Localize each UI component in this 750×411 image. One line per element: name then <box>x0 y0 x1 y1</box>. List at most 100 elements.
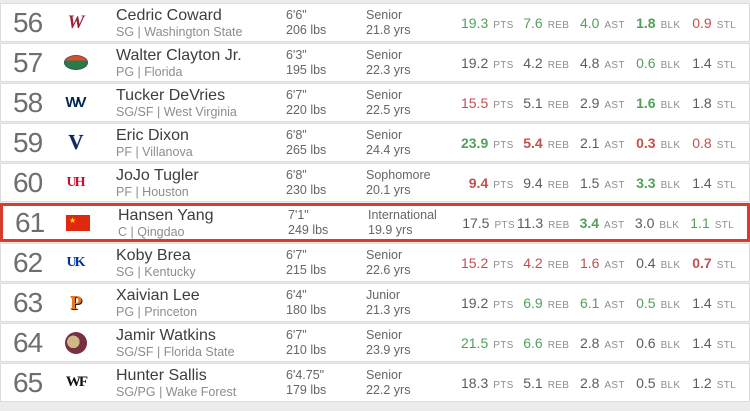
stat-reb: 9.4 REB <box>514 175 570 191</box>
stat-ast: 2.9 AST <box>569 95 625 111</box>
stat-reb-value: 6.9 <box>523 294 543 311</box>
stat-ast: 4.0 AST <box>569 15 625 31</box>
player-class: International <box>368 207 437 222</box>
player-name[interactable]: Tucker DeVries <box>116 86 226 104</box>
stat-reb-value: 4.2 <box>523 54 543 71</box>
stat-stl-label: STL <box>716 179 736 191</box>
stat-blk: 0.6 BLK <box>625 335 681 351</box>
stat-ast-value: 2.1 <box>579 134 600 151</box>
player-name[interactable]: Walter Clayton Jr. <box>116 46 242 64</box>
player-weight: 249 lbs <box>288 222 329 237</box>
stat-pts: 23.9 PTS <box>458 135 514 151</box>
player-weight: 180 lbs <box>286 302 327 317</box>
player-row[interactable]: 64 Jamir Watkins SG/SF | Florida State 6… <box>0 323 750 362</box>
player-height: 6'7" <box>286 87 307 102</box>
player-name[interactable]: Cedric Coward <box>116 6 222 24</box>
stat-stl: 1.8 STL <box>680 95 736 111</box>
player-age: 22.6 yrs <box>366 262 411 277</box>
player-height: 6'4" <box>286 287 307 302</box>
stat-blk-label: BLK <box>660 19 681 31</box>
stat-pts-label: PTS <box>493 179 514 191</box>
stat-stl-value: 1.4 <box>692 54 712 71</box>
stat-blk-value: 0.5 <box>636 294 656 311</box>
player-weight: 220 lbs <box>286 102 327 117</box>
player-name[interactable]: JoJo Tugler <box>116 166 199 184</box>
stat-reb: 5.1 REB <box>514 375 570 391</box>
player-age: 22.5 yrs <box>366 102 411 117</box>
stat-blk-label: BLK <box>660 139 681 151</box>
stat-pts-value: 23.9 <box>460 134 489 151</box>
stat-blk: 0.5 BLK <box>625 375 681 391</box>
stat-blk: 1.6 BLK <box>625 95 681 111</box>
player-row[interactable]: 59 V Eric Dixon PF | Villanova 6'8" 265 … <box>0 123 750 162</box>
stat-stl: 1.4 STL <box>680 55 736 71</box>
stat-pts: 19.2 PTS <box>458 55 514 71</box>
stat-ast: 2.1 AST <box>569 135 625 151</box>
player-name[interactable]: Jamir Watkins <box>116 326 216 344</box>
florida-state-seminoles-logo <box>65 331 87 354</box>
player-class: Senior <box>366 7 403 22</box>
stat-pts-label: PTS <box>493 19 514 31</box>
rank-number: 65 <box>13 366 43 398</box>
stat-blk-value: 3.0 <box>634 214 655 231</box>
player-class: Junior <box>366 287 401 302</box>
stat-ast: 2.8 AST <box>569 335 625 351</box>
player-name[interactable]: Koby Brea <box>116 246 191 264</box>
stat-pts-value: 19.2 <box>460 294 489 311</box>
stat-pts-value: 15.2 <box>460 254 489 271</box>
stat-pts-label: PTS <box>493 59 514 71</box>
player-row[interactable]: 65 WF Hunter Sallis SG/PG | Wake Forest … <box>0 363 750 402</box>
player-row[interactable]: 56 W Cedric Coward SG | Washington State… <box>0 3 750 42</box>
player-name[interactable]: Hansen Yang <box>118 206 214 224</box>
player-age: 23.9 yrs <box>366 342 411 357</box>
stat-blk-label: BLK <box>660 379 681 391</box>
stat-stl: 1.4 STL <box>680 175 736 191</box>
stat-pts-label: PTS <box>493 379 514 391</box>
stat-stl-label: STL <box>716 59 736 71</box>
stat-blk: 0.4 BLK <box>625 255 681 271</box>
princeton-tigers-logo: P <box>69 291 83 314</box>
player-weight: 179 lbs <box>286 382 327 397</box>
position-and-school: PG | Princeton <box>116 304 198 319</box>
position-and-school: SG/SF | West Virginia <box>116 104 237 119</box>
player-age: 24.4 yrs <box>366 142 411 157</box>
stat-pts-label: PTS <box>493 99 514 111</box>
player-row[interactable]: 63 P Xaivian Lee PG | Princeton 6'4" 180… <box>0 283 750 322</box>
stat-stl-label: STL <box>716 299 736 311</box>
stat-pts: 15.2 PTS <box>458 255 514 271</box>
rank-number: 60 <box>13 166 43 198</box>
player-name[interactable]: Eric Dixon <box>116 126 189 144</box>
stat-stl: 1.2 STL <box>680 375 736 391</box>
washington-state-cougars-logo: W <box>67 12 85 33</box>
stat-ast-value: 2.9 <box>579 94 600 111</box>
stat-stl-label: STL <box>716 259 736 271</box>
stat-reb-value: 9.4 <box>523 174 543 191</box>
player-row[interactable]: 62 UK Koby Brea SG | Kentucky 6'7" 215 l… <box>0 243 750 282</box>
stat-blk-value: 0.5 <box>636 374 656 391</box>
player-row[interactable]: 57 Walter Clayton Jr. PG | Florida 6'3" … <box>0 43 750 82</box>
stat-blk: 0.5 BLK <box>625 295 681 311</box>
player-row[interactable]: 58 WV Tucker DeVries SG/SF | West Virgin… <box>0 83 750 122</box>
rank-number: 57 <box>13 46 43 78</box>
rank-number: 61 <box>15 206 45 238</box>
position-and-school: SG/SF | Florida State <box>116 344 235 359</box>
stat-reb: 6.6 REB <box>514 335 570 351</box>
stat-blk-label: BLK <box>660 179 681 191</box>
stat-pts: 18.3 PTS <box>458 375 514 391</box>
position-and-school: C | Qingdao <box>118 224 185 239</box>
stat-pts-value: 18.3 <box>460 374 489 391</box>
stat-reb: 4.2 REB <box>514 255 570 271</box>
stat-stl: 0.7 STL <box>680 255 736 271</box>
stat-pts-label: PTS <box>494 219 515 231</box>
stat-reb-label: REB <box>547 99 570 111</box>
stat-reb: 5.1 REB <box>514 95 570 111</box>
rank-number: 56 <box>13 6 43 38</box>
player-name[interactable]: Xaivian Lee <box>116 286 200 304</box>
stat-ast: 3.4 AST <box>570 215 625 231</box>
player-name[interactable]: Hunter Sallis <box>116 366 207 384</box>
stat-pts: 19.2 PTS <box>458 295 514 311</box>
player-class: Sophomore <box>366 167 431 182</box>
player-row[interactable]: 60 UH JoJo Tugler PF | Houston 6'8" 230 … <box>0 163 750 202</box>
stat-blk-label: BLK <box>660 299 681 311</box>
player-row[interactable]: 61 ★ Hansen Yang C | Qingdao 7'1" 249 lb… <box>0 203 750 242</box>
